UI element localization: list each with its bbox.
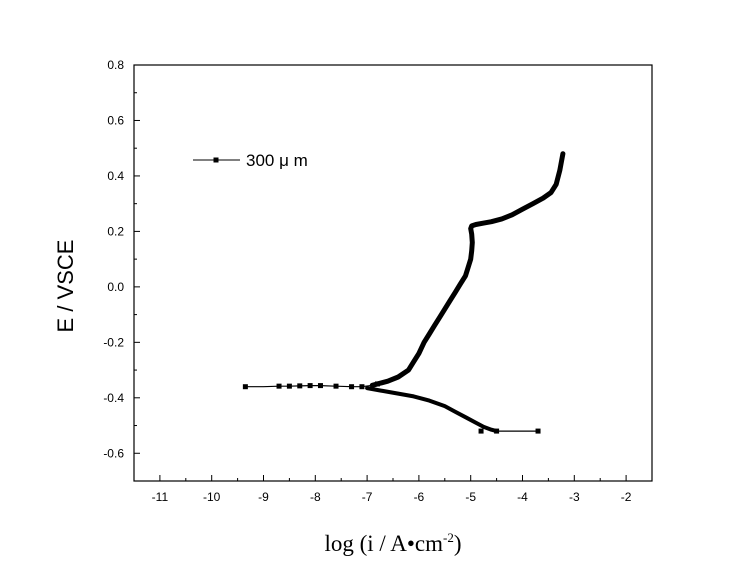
series-layer [242, 151, 566, 434]
y-tick-label: -0.2 [103, 335, 124, 349]
data-point [349, 384, 355, 390]
y-tick-label: 0.8 [107, 58, 124, 72]
x-tick-label: -2 [621, 490, 632, 504]
data-point [359, 384, 365, 390]
y-tick-label: 0.2 [107, 224, 124, 238]
y-tick-label: 0.6 [107, 113, 124, 127]
cathodic-branch [365, 386, 499, 434]
legend-label: 300 μ m [246, 151, 308, 170]
data-point [317, 383, 323, 389]
data-point [535, 428, 541, 434]
x-axis-label-main: log (i / A•cm [324, 531, 443, 556]
x-axis-label: log (i / A•cm-2) [324, 530, 461, 556]
y-tick-label: -0.4 [103, 391, 124, 405]
x-tick-label: -8 [310, 490, 321, 504]
x-tick-label: -10 [203, 490, 221, 504]
data-point [276, 383, 282, 389]
x-axis-ticks: -11 -10 -9 -8 -7 -6 -5 -4 -3 -2 [152, 475, 632, 504]
anodic-branch [369, 151, 566, 388]
data-point [478, 428, 484, 434]
x-tick-label: -5 [465, 490, 476, 504]
y-axis-label: E / VSCE [53, 240, 78, 333]
data-point [374, 381, 380, 387]
x-tick-label: -11 [152, 490, 169, 504]
x-tick-label: -9 [258, 490, 269, 504]
y-tick-label: 0.4 [107, 169, 124, 183]
y-tick-label: 0.0 [107, 280, 124, 294]
data-point [297, 383, 303, 389]
data-point [286, 383, 292, 389]
data-point [242, 384, 248, 390]
anodic-line [245, 153, 564, 388]
x-axis-label-superscript: -2 [443, 530, 454, 545]
x-tick-label: -4 [517, 490, 528, 504]
data-point [494, 428, 500, 434]
x-axis-label-close: ) [454, 531, 462, 556]
data-point [307, 383, 313, 389]
y-axis-ticks: -0.6 -0.4 -0.2 0.0 0.2 0.4 0.6 0.8 [103, 58, 140, 482]
data-point [333, 383, 339, 389]
x-tick-label: -6 [414, 490, 425, 504]
legend: 300 μ m [193, 151, 308, 170]
x-tick-label: -7 [362, 490, 373, 504]
x-tick-label: -3 [569, 490, 580, 504]
legend-marker [213, 157, 219, 163]
y-tick-label: -0.6 [103, 446, 124, 460]
plot-frame [133, 64, 653, 482]
